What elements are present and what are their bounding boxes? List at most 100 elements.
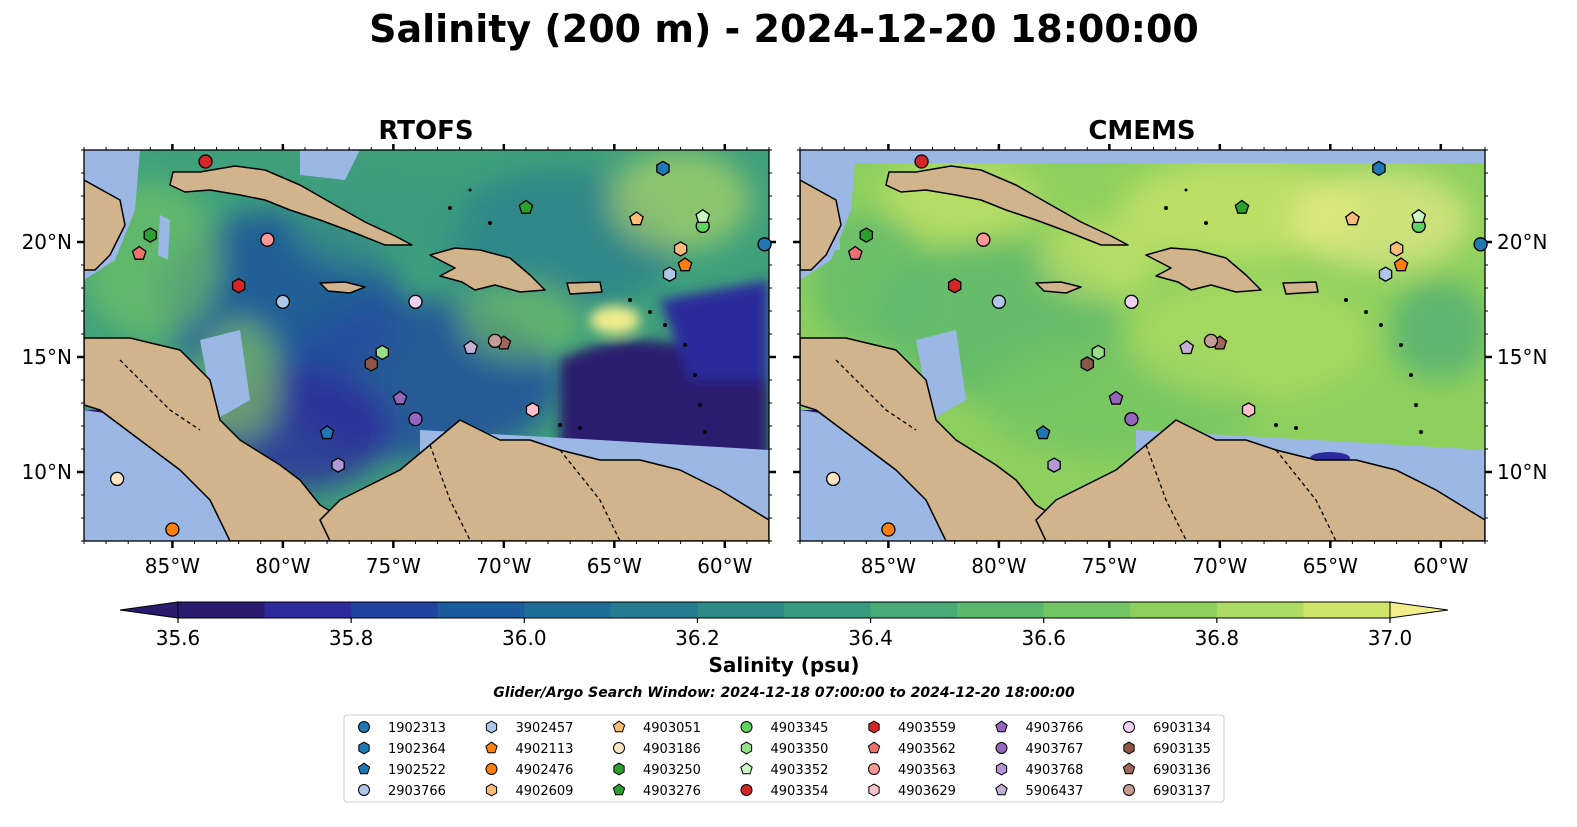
legend-label-4903345: 4903345 [771, 721, 829, 736]
borders-cmems [835, 359, 1337, 541]
float-marker-3902457-cmems [1378, 266, 1393, 282]
legend-marker-3902457 [485, 720, 498, 734]
float-marker-4903629-cmems [1241, 402, 1256, 418]
legend: 1902313 1902364 1902522 2903766 3902457 49021… [343, 714, 1225, 803]
float-marker-4903768-rtofs [331, 457, 345, 473]
float-marker-4903629-rtofs [525, 402, 540, 418]
legend-label-6903137: 6903137 [1153, 784, 1211, 799]
lon-tick-label: 60°W [1413, 554, 1468, 578]
legend-marker-4903276 [612, 783, 626, 796]
float-marker-4902476-cmems [881, 522, 896, 537]
float-marker-4903186-cmems [825, 471, 841, 487]
legend-marker-4903629 [868, 783, 880, 797]
map-area-cmems [800, 150, 1485, 541]
map-frame-cmems [799, 149, 1486, 542]
legend-label-6903135: 6903135 [1153, 742, 1211, 757]
float-marker-4903354-cmems [914, 154, 929, 169]
float-marker-4903767-cmems [1124, 411, 1139, 427]
lat-tick-label: 20°N [1497, 230, 1547, 254]
lon-tick-label: 60°W [697, 554, 752, 578]
colorbar-tick-label: 36.8 [1195, 626, 1240, 650]
float-marker-6903135-rtofs [364, 356, 378, 372]
float-marker-1902522-rtofs [319, 425, 335, 440]
float-markers-cmems [825, 154, 1488, 537]
colorbar-ticks: 35.6 35.8 36.0 36.2 36.4 36.6 36.8 37.0 [156, 618, 1413, 650]
legend-label-4903563: 4903563 [898, 763, 956, 778]
float-marker-4902113-cmems [1393, 257, 1409, 272]
colorbar-segment [1216, 602, 1304, 618]
float-marker-1902364-cmems [1372, 160, 1386, 177]
legend-label-4903354: 4903354 [771, 784, 829, 799]
land-rtofs [84, 165, 769, 541]
map-area-rtofs [84, 150, 769, 541]
lat-tick-label: 15°N [1497, 345, 1547, 369]
colorbar-segment [697, 602, 785, 618]
land-puerto-rico [566, 281, 603, 295]
legend-label-4902113: 4902113 [516, 742, 574, 757]
float-marker-4902609-cmems [1389, 241, 1404, 257]
float-marker-6903134-rtofs [408, 294, 423, 309]
legend-marker-4903350 [740, 741, 753, 755]
legend-marker-4903562 [867, 741, 881, 754]
legend-marker-4903250 [613, 762, 625, 776]
float-marker-4903563-rtofs [260, 232, 275, 247]
axis-ticks-rtofs: 85°W 80°W 75°W 70°W 65°W 60°W 10°N 15°N 20°N [22, 144, 776, 578]
legend-label-4903250: 4903250 [643, 763, 701, 778]
colorbar-segment [1043, 602, 1131, 618]
figure-title: Salinity (200 m) - 2024-12-20 18:00:00 [369, 7, 1199, 51]
legend-marker-4903186 [613, 742, 625, 754]
nodata-band-cmems [800, 150, 1485, 163]
legend-label-1902364: 1902364 [388, 742, 446, 757]
colorbar-segment [870, 602, 958, 618]
float-markers-rtofs [109, 154, 772, 537]
lon-tick-label: 75°W [366, 554, 421, 578]
colorbar-segments [119, 601, 1449, 619]
colorbar-segment [437, 602, 525, 618]
island-dots-rtofs [448, 188, 707, 434]
land-jamaica [319, 281, 366, 294]
legend-label-4903276: 4903276 [643, 784, 701, 799]
legend-label-3902457: 3902457 [516, 721, 574, 736]
float-marker-4903352-cmems [1411, 208, 1427, 224]
legend-label-4902609: 4902609 [516, 784, 574, 799]
legend-frame [343, 714, 1225, 803]
colorbar-extend-max [1389, 601, 1449, 619]
legend-label-4903186: 4903186 [643, 742, 701, 757]
legend-marker-6903135 [1123, 741, 1135, 755]
float-marker-1902364-rtofs [656, 160, 670, 177]
legend-marker-1902364 [358, 741, 370, 755]
float-marker-6903135-cmems [1080, 356, 1094, 372]
legend-marker-4902113 [485, 741, 498, 754]
colorbar-frame [177, 601, 1391, 619]
colorbar: 35.6 35.8 36.0 36.2 36.4 36.6 36.8 37.0 Salinit… [119, 601, 1449, 677]
salinity-fresh-zone-rtofs [560, 280, 769, 470]
float-marker-4903766-rtofs [392, 390, 408, 405]
colorbar-tick-label: 37.0 [1368, 626, 1413, 650]
float-marker-4903766-cmems [1108, 390, 1124, 405]
lon-tick-label: 70°W [476, 554, 531, 578]
float-marker-4903559-rtofs [231, 277, 246, 294]
lat-tick-label: 15°N [22, 345, 72, 369]
float-marker-4903352-rtofs [695, 208, 711, 224]
legend-label-2903766: 2903766 [388, 784, 446, 799]
land-cmems [800, 165, 1485, 541]
float-marker-5906437-rtofs [463, 339, 479, 355]
land-mexico [84, 179, 126, 271]
legend-marker-6903137 [1123, 784, 1135, 796]
borders-rtofs [119, 359, 621, 541]
legend-marker-4903345 [740, 721, 753, 733]
colorbar-tick-label: 36.4 [848, 626, 893, 650]
colorbar-tick-label: 35.6 [156, 626, 201, 650]
legend-marker-4903559 [868, 720, 880, 734]
colorbar-segment [957, 602, 1045, 618]
float-marker-4903350-rtofs [375, 344, 390, 361]
legend-marker-6903134 [1123, 721, 1135, 733]
lat-tick-label: 10°N [1497, 460, 1547, 484]
float-marker-4903051-rtofs [628, 211, 644, 226]
colorbar-segment [1303, 602, 1391, 618]
float-marker-4903562-cmems [847, 245, 863, 260]
float-marker-6903137-rtofs [487, 333, 503, 349]
float-marker-4903276-rtofs [518, 199, 534, 214]
colorbar-label: Salinity (psu) [708, 653, 859, 677]
